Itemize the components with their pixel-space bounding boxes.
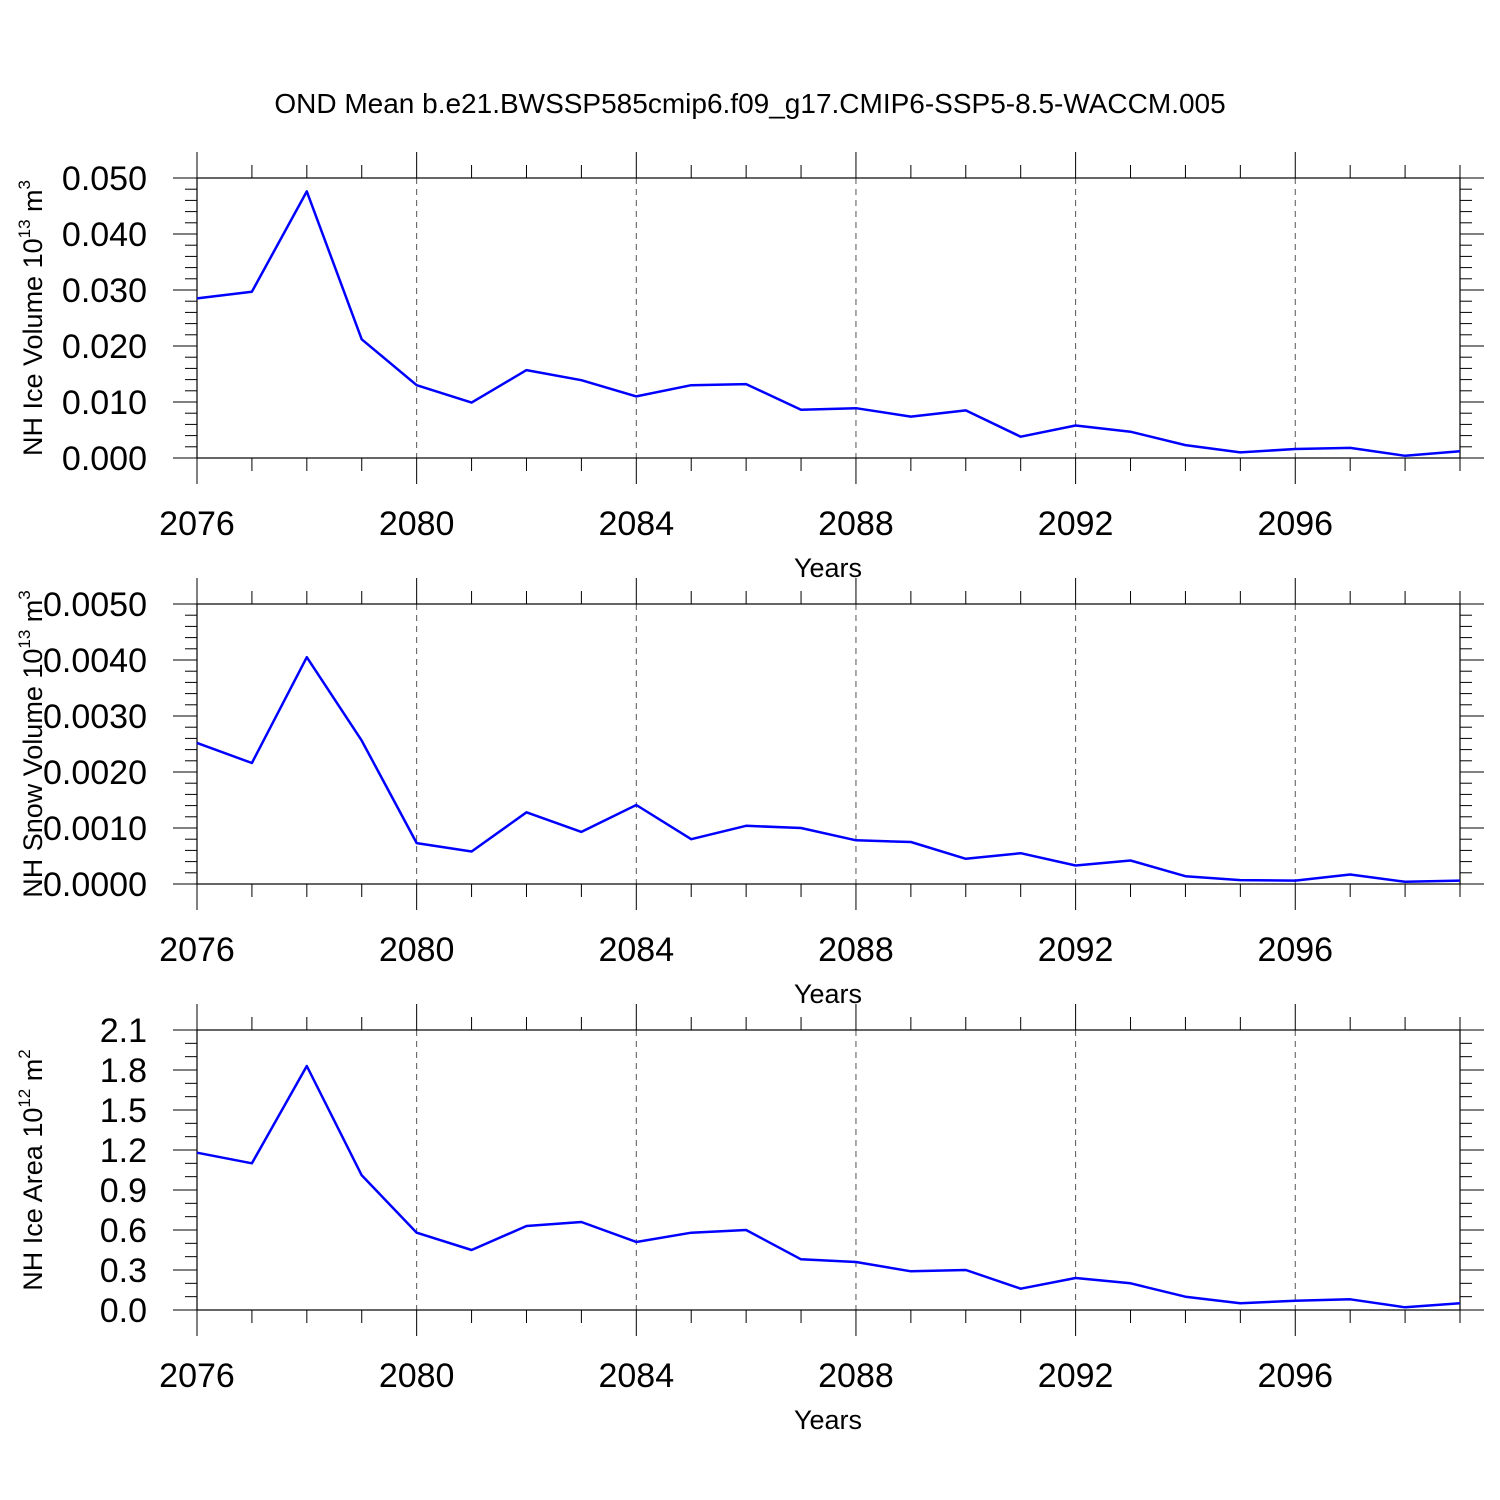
y-tick-label: 0.050: [62, 160, 147, 198]
x-tick-label: 2096: [1257, 1357, 1333, 1395]
y-tick-label: 0.0010: [43, 810, 147, 848]
y-axis-title-unit-exponent: 2: [15, 1049, 34, 1058]
y-tick-label: 0.000: [62, 440, 147, 478]
ice-area-panel: 2076 2080 2084 2088 2092 20960.00.30.60.91.21…: [15, 1004, 1484, 1435]
y-axis-title-unit: m: [18, 600, 48, 630]
y-axis-title: NH Ice Volume 1013 m3: [15, 180, 48, 456]
x-tick-label: 2088: [818, 505, 894, 543]
x-tick-label: 2080: [379, 505, 455, 543]
x-tick-label: 2084: [598, 931, 674, 969]
ice-area-plot-frame: [196, 1029, 1461, 1311]
y-axis-title: NH Ice Area 1012 m2: [15, 1049, 48, 1290]
y-tick-label: 1.2: [100, 1132, 147, 1170]
x-tick-label: 2076: [159, 1357, 235, 1395]
y-tick-label: 2.1: [100, 1012, 147, 1050]
y-axis-title-text: NH Snow Volume 10: [18, 649, 48, 898]
ice-volume-plot-frame: [196, 177, 1461, 459]
y-axis-title-text: NH Ice Volume 10: [18, 238, 48, 456]
y-tick-label: 0.9: [100, 1172, 147, 1210]
y-axis-title-unit-exponent: 3: [15, 180, 34, 189]
y-tick-label: 0.0030: [43, 698, 147, 736]
x-tick-label: 2076: [159, 505, 235, 543]
x-tick-label: 2076: [159, 931, 235, 969]
y-axis-title-exponent: 12: [15, 1089, 34, 1108]
y-tick-label: 0.010: [62, 384, 147, 422]
y-tick-label: 0.0: [100, 1292, 147, 1330]
x-tick-label: 2084: [598, 1357, 674, 1395]
snow-volume-plot-frame: [196, 603, 1461, 885]
x-tick-label: 2080: [379, 1357, 455, 1395]
x-tick-label: 2092: [1038, 931, 1114, 969]
panels: 2076 2080 2084 2088 2092 2096 0.000 0.010 0.020 0…: [15, 152, 1484, 1435]
y-tick-label: 0.030: [62, 272, 147, 310]
y-tick-label: 0.3: [100, 1252, 147, 1290]
snow-volume-panel: 2076 2080 2084 2088 2092 2096 0.0000 0.0010 0.00…: [15, 578, 1484, 1009]
y-axis-title-exponent: 13: [15, 219, 34, 238]
y-tick-label: 0.0020: [43, 754, 147, 792]
x-tick-label: 2092: [1038, 505, 1114, 543]
y-tick-label: 1.8: [100, 1052, 147, 1090]
ice-volume-panel: 2076 2080 2084 2088 2092 2096 0.000 0.010 0.020 0…: [15, 152, 1484, 583]
x-tick-label: 2088: [818, 931, 894, 969]
y-tick-label: 0.020: [62, 328, 147, 366]
y-tick-label: 0.0000: [43, 866, 147, 904]
x-tick-label: 2080: [379, 931, 455, 969]
x-axis-title: Years: [794, 979, 862, 1009]
y-axis-title-exponent: 13: [15, 630, 34, 649]
y-tick-label: 0.0050: [43, 586, 147, 624]
x-tick-label: 2096: [1257, 931, 1333, 969]
x-tick-label: 2096: [1257, 505, 1333, 543]
y-tick-label: 0.0040: [43, 642, 147, 680]
x-tick-label: 2088: [818, 1357, 894, 1395]
y-tick-label: 1.5: [100, 1092, 147, 1130]
snow-volume-series-line: [196, 655, 1461, 884]
y-tick-label: 0.040: [62, 216, 147, 254]
x-tick-label: 2092: [1038, 1357, 1114, 1395]
ice-area-series-line: [196, 1064, 1461, 1309]
y-axis-title-unit-exponent: 3: [15, 590, 34, 599]
x-axis-title: Years: [794, 553, 862, 583]
x-axis-title: Years: [794, 1405, 862, 1435]
y-axis-title: NH Snow Volume 1013 m3: [15, 590, 48, 898]
y-axis-title-unit: m: [18, 1059, 48, 1089]
y-axis-title-text: NH Ice Area 10: [18, 1108, 48, 1291]
y-axis-title-unit: m: [18, 189, 48, 219]
figure-title: OND Mean b.e21.BWSSP585cmip6.f09_g17.CMI…: [274, 88, 1225, 119]
ice-volume-series-line: [196, 190, 1461, 458]
y-tick-label: 0.6: [100, 1212, 147, 1250]
x-tick-label: 2084: [598, 505, 674, 543]
